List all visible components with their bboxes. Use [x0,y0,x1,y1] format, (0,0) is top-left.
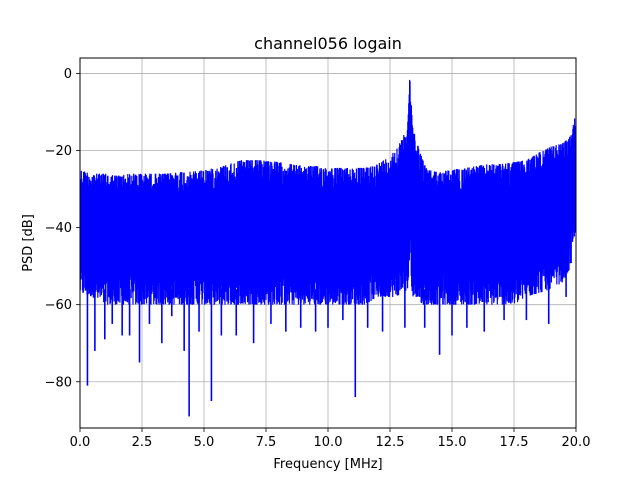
chart-title: channel056 logain [254,34,402,53]
x-tick-label: 20.0 [562,435,591,450]
x-tick-label: 5.0 [194,435,215,450]
x-axis-label: Frequency [MHz] [273,457,382,472]
y-tick-label: −40 [45,221,72,236]
y-axis-label: PSD [dB] [21,214,36,272]
y-tick-label: −60 [45,298,72,313]
x-tick-label: 2.5 [132,435,153,450]
x-tick-label: 10.0 [314,435,343,450]
psd-line [80,79,576,305]
x-tick-label: 17.5 [500,435,529,450]
x-tick-label: 12.5 [376,435,405,450]
x-axis: 0.0 2.5 5.0 7.5 10.0 12.5 15.0 17.5 20.0 [70,428,591,450]
psd-trace [80,79,576,417]
y-tick-label: −80 [45,375,72,390]
y-axis: 0 −20 −40 −60 −80 [45,67,80,390]
x-tick-label: 0.0 [70,435,91,450]
y-tick-label: −20 [45,144,72,159]
x-tick-label: 15.0 [438,435,467,450]
y-tick-label: 0 [64,67,72,82]
x-tick-label: 7.5 [256,435,277,450]
